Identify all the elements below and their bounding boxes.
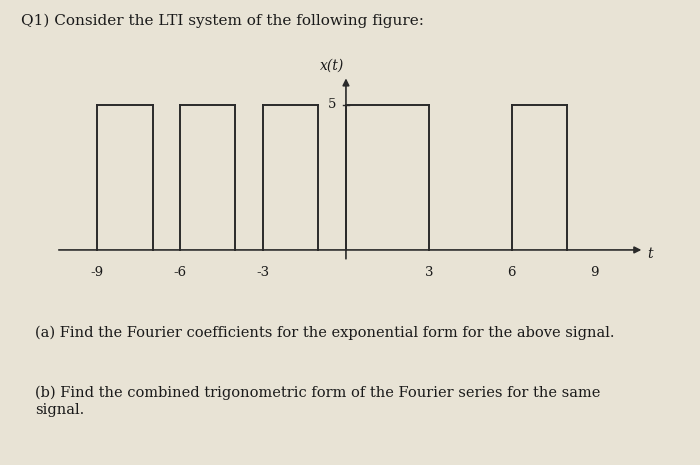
Text: (b) Find the combined trigonometric form of the Fourier series for the same
sign: (b) Find the combined trigonometric form… [35,386,601,417]
Text: -9: -9 [91,266,104,279]
Text: 6: 6 [508,266,516,279]
Text: t: t [647,247,652,261]
Text: 3: 3 [424,266,433,279]
Text: 5: 5 [328,98,336,111]
Text: Q1) Consider the LTI system of the following figure:: Q1) Consider the LTI system of the follo… [21,14,424,28]
Text: -3: -3 [256,266,270,279]
Text: -6: -6 [174,266,187,279]
Text: (a) Find the Fourier coefficients for the exponential form for the above signal.: (a) Find the Fourier coefficients for th… [35,326,615,340]
Text: x(t): x(t) [320,59,344,73]
Text: 9: 9 [590,266,598,279]
